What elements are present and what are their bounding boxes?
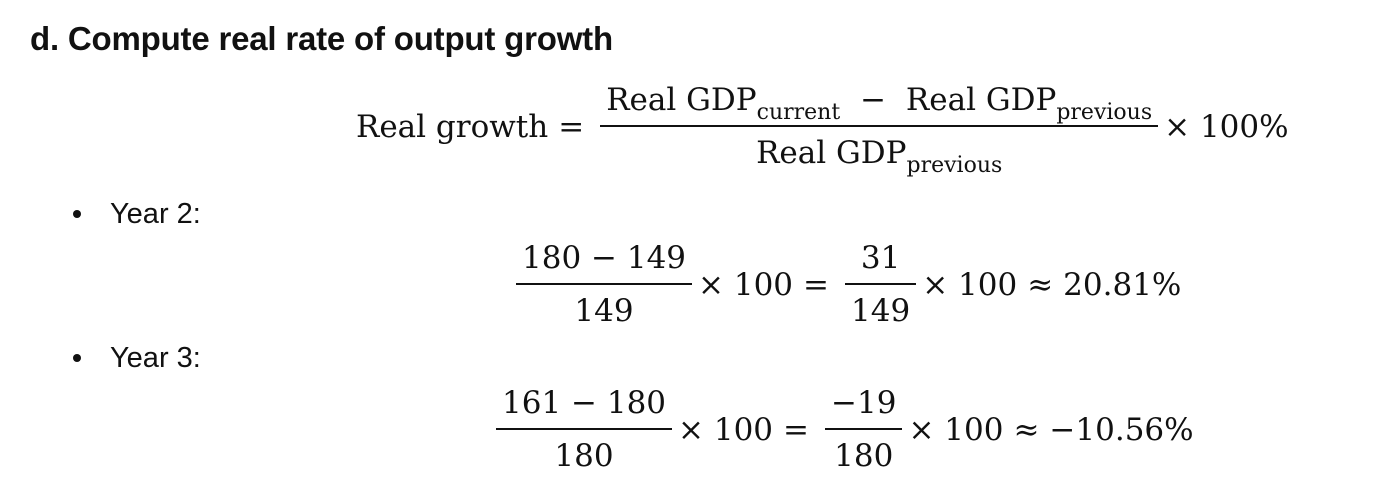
year-3-calculation: 161 − 180 180 × 100 = −19 180 × 100 ≈ −1… <box>490 383 1194 476</box>
times-100: × 100 <box>678 411 774 448</box>
section-heading: d. Compute real rate of output growth <box>30 20 613 57</box>
denominator-subscript: previous <box>906 153 1003 178</box>
times-100: × 100 <box>908 411 1004 448</box>
fraction-denominator: 149 <box>574 293 634 329</box>
list-item-label: Year 3: <box>110 342 201 374</box>
fraction-denominator: 149 <box>851 293 911 329</box>
approx-sign: ≈ <box>1027 266 1054 303</box>
list-item-label: Year 2: <box>110 198 201 230</box>
formula-numerator: Real GDPcurrent − Real GDPprevious <box>600 80 1158 124</box>
growth-result: 20.81% <box>1063 266 1182 303</box>
formula-fraction: Real GDPcurrent − Real GDPprevious Real … <box>600 80 1159 177</box>
growth-result: −10.56% <box>1049 411 1194 448</box>
fraction-bar <box>600 125 1159 127</box>
formula-lhs: Real growth <box>356 108 549 145</box>
fraction-denominator: 180 <box>554 438 614 474</box>
growth-formula: Real growth = Real GDPcurrent − Real GDP… <box>356 80 1289 177</box>
list-item-year-2: Year 2: <box>73 196 201 232</box>
simplified-fraction: 31 149 <box>845 238 917 331</box>
fraction-bar <box>496 428 673 430</box>
fraction-bar <box>516 283 693 285</box>
minus-sign: − <box>860 82 887 118</box>
numerator-term-previous: Real GDP <box>905 82 1057 118</box>
bullet-dot <box>73 210 81 218</box>
fraction-numerator: 180 − 149 <box>522 240 687 276</box>
bullet-dot <box>73 354 81 362</box>
difference-fraction: 180 − 149 149 <box>516 238 693 331</box>
times-100: × 100 <box>922 266 1018 303</box>
denominator-term: Real GDP <box>756 135 907 171</box>
list-item-year-3: Year 3: <box>73 340 201 376</box>
approx-sign: ≈ <box>1013 411 1040 448</box>
simplified-fraction: −19 180 <box>825 383 903 476</box>
equals-sign: = <box>558 108 585 145</box>
numerator-term-current: Real GDP <box>606 82 757 118</box>
times-100-percent: × 100% <box>1164 108 1289 145</box>
difference-fraction: 161 − 180 180 <box>496 383 673 476</box>
subscript-current: current <box>756 100 841 125</box>
equals-sign: = <box>803 266 830 303</box>
fraction-bar <box>825 428 903 430</box>
fraction-bar <box>845 283 917 285</box>
fraction-numerator: −19 <box>831 385 897 421</box>
formula-denominator: Real GDPprevious <box>750 133 1008 177</box>
fraction-denominator: 180 <box>834 438 894 474</box>
year-2-calculation: 180 − 149 149 × 100 = 31 149 × 100 ≈ 20.… <box>510 238 1181 331</box>
times-100: × 100 <box>698 266 794 303</box>
fraction-numerator: 31 <box>860 240 901 276</box>
equals-sign: = <box>783 411 810 448</box>
subscript-previous: previous <box>1056 100 1153 125</box>
fraction-numerator: 161 − 180 <box>502 385 667 421</box>
